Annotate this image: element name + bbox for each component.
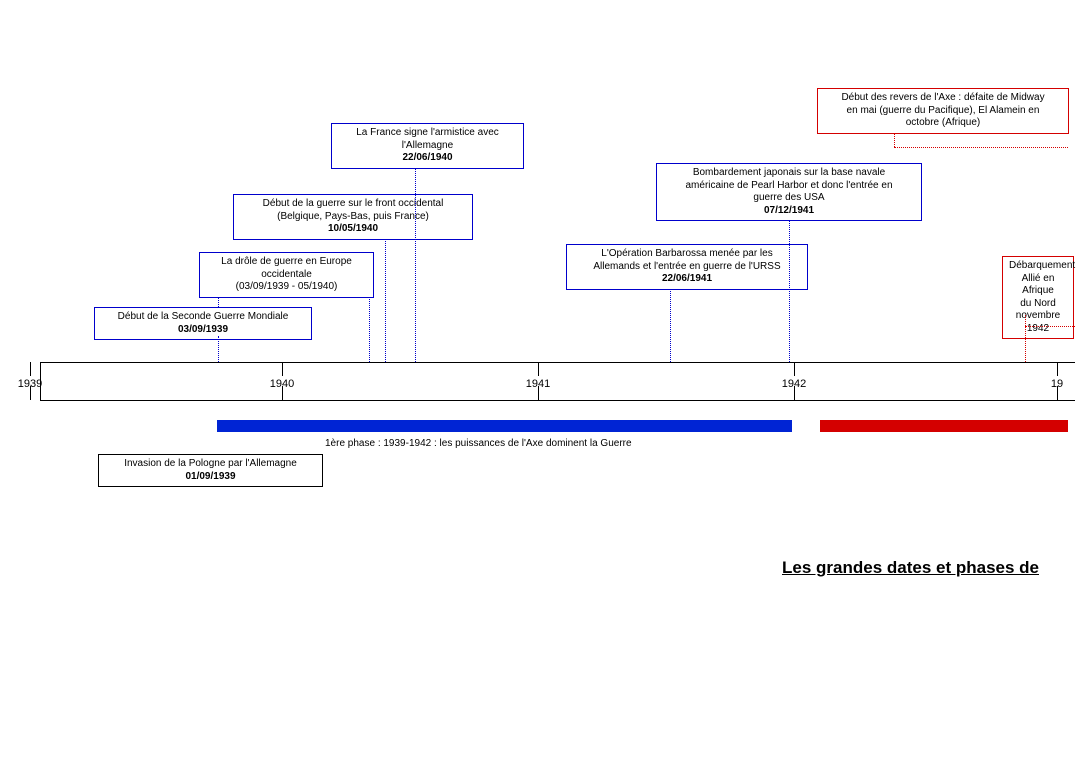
- event-box: Début des revers de l'Axe : défaite de M…: [817, 88, 1069, 134]
- event-date: 10/05/1940: [240, 223, 466, 236]
- phase-bar: [820, 420, 1068, 432]
- event-desc: Invasion de la Pologne par l'Allemagne: [105, 458, 316, 471]
- event-connector-h: [894, 147, 1068, 148]
- axis-bottom-line: [40, 400, 1075, 401]
- axis-tick: [282, 362, 283, 376]
- year-label: 19: [1051, 378, 1063, 390]
- event-connector: [1025, 315, 1026, 362]
- axis-top-line: [40, 362, 1075, 363]
- event-connector: [415, 168, 416, 362]
- event-desc: Début de la Seconde Guerre Mondiale: [101, 311, 305, 324]
- event-desc: Débarquement Allié en Afrique du Nord no…: [1009, 260, 1067, 335]
- event-desc: Bombardement japonais sur la base navale…: [663, 167, 915, 205]
- phase-1-label: 1ère phase : 1939-1942 : les puissances …: [325, 438, 632, 449]
- event-date: 22/06/1941: [573, 273, 801, 286]
- event-date: 01/09/1939: [105, 471, 316, 484]
- year-label: 1939: [18, 378, 42, 390]
- event-box: La drôle de guerre en Europe occidentale…: [199, 252, 374, 298]
- page-title: Les grandes dates et phases de: [782, 558, 1039, 578]
- event-desc: Début de la guerre sur le front occident…: [240, 198, 466, 223]
- year-label: 1940: [270, 378, 294, 390]
- axis-tick: [30, 362, 31, 376]
- event-connector: [894, 133, 895, 147]
- event-date: 22/06/1940: [338, 152, 517, 165]
- timeline-canvas: 1939 1940 1941 1942 19 1ère phase : 1939-194…: [0, 0, 1080, 765]
- event-connector: [385, 239, 386, 362]
- event-connector: [670, 289, 671, 362]
- axis-tick: [794, 362, 795, 376]
- event-box: Début de la Seconde Guerre Mondiale03/09…: [94, 307, 312, 340]
- year-label: 1941: [526, 378, 550, 390]
- event-connector: [789, 221, 790, 362]
- event-desc: L'Opération Barbarossa menée par les All…: [573, 248, 801, 273]
- axis-tick: [538, 362, 539, 376]
- year-label: 1942: [782, 378, 806, 390]
- event-date: 07/12/1941: [663, 205, 915, 218]
- event-box: La France signe l'armistice avec l'Allem…: [331, 123, 524, 169]
- event-connector: [218, 297, 219, 307]
- event-desc: Début des revers de l'Axe : défaite de M…: [824, 92, 1062, 130]
- event-connector-h: [1025, 326, 1075, 327]
- event-desc: La drôle de guerre en Europe occidentale…: [206, 256, 367, 294]
- event-date: 03/09/1939: [101, 324, 305, 337]
- event-desc: La France signe l'armistice avec l'Allem…: [338, 127, 517, 152]
- event-box: L'Opération Barbarossa menée par les All…: [566, 244, 808, 290]
- event-connector: [369, 297, 370, 362]
- event-connector: [218, 336, 219, 362]
- event-box: Début de la guerre sur le front occident…: [233, 194, 473, 240]
- phase-bar: [217, 420, 792, 432]
- axis-tick: [1057, 362, 1058, 376]
- event-box: Bombardement japonais sur la base navale…: [656, 163, 922, 221]
- event-box: Invasion de la Pologne par l'Allemagne01…: [98, 454, 323, 487]
